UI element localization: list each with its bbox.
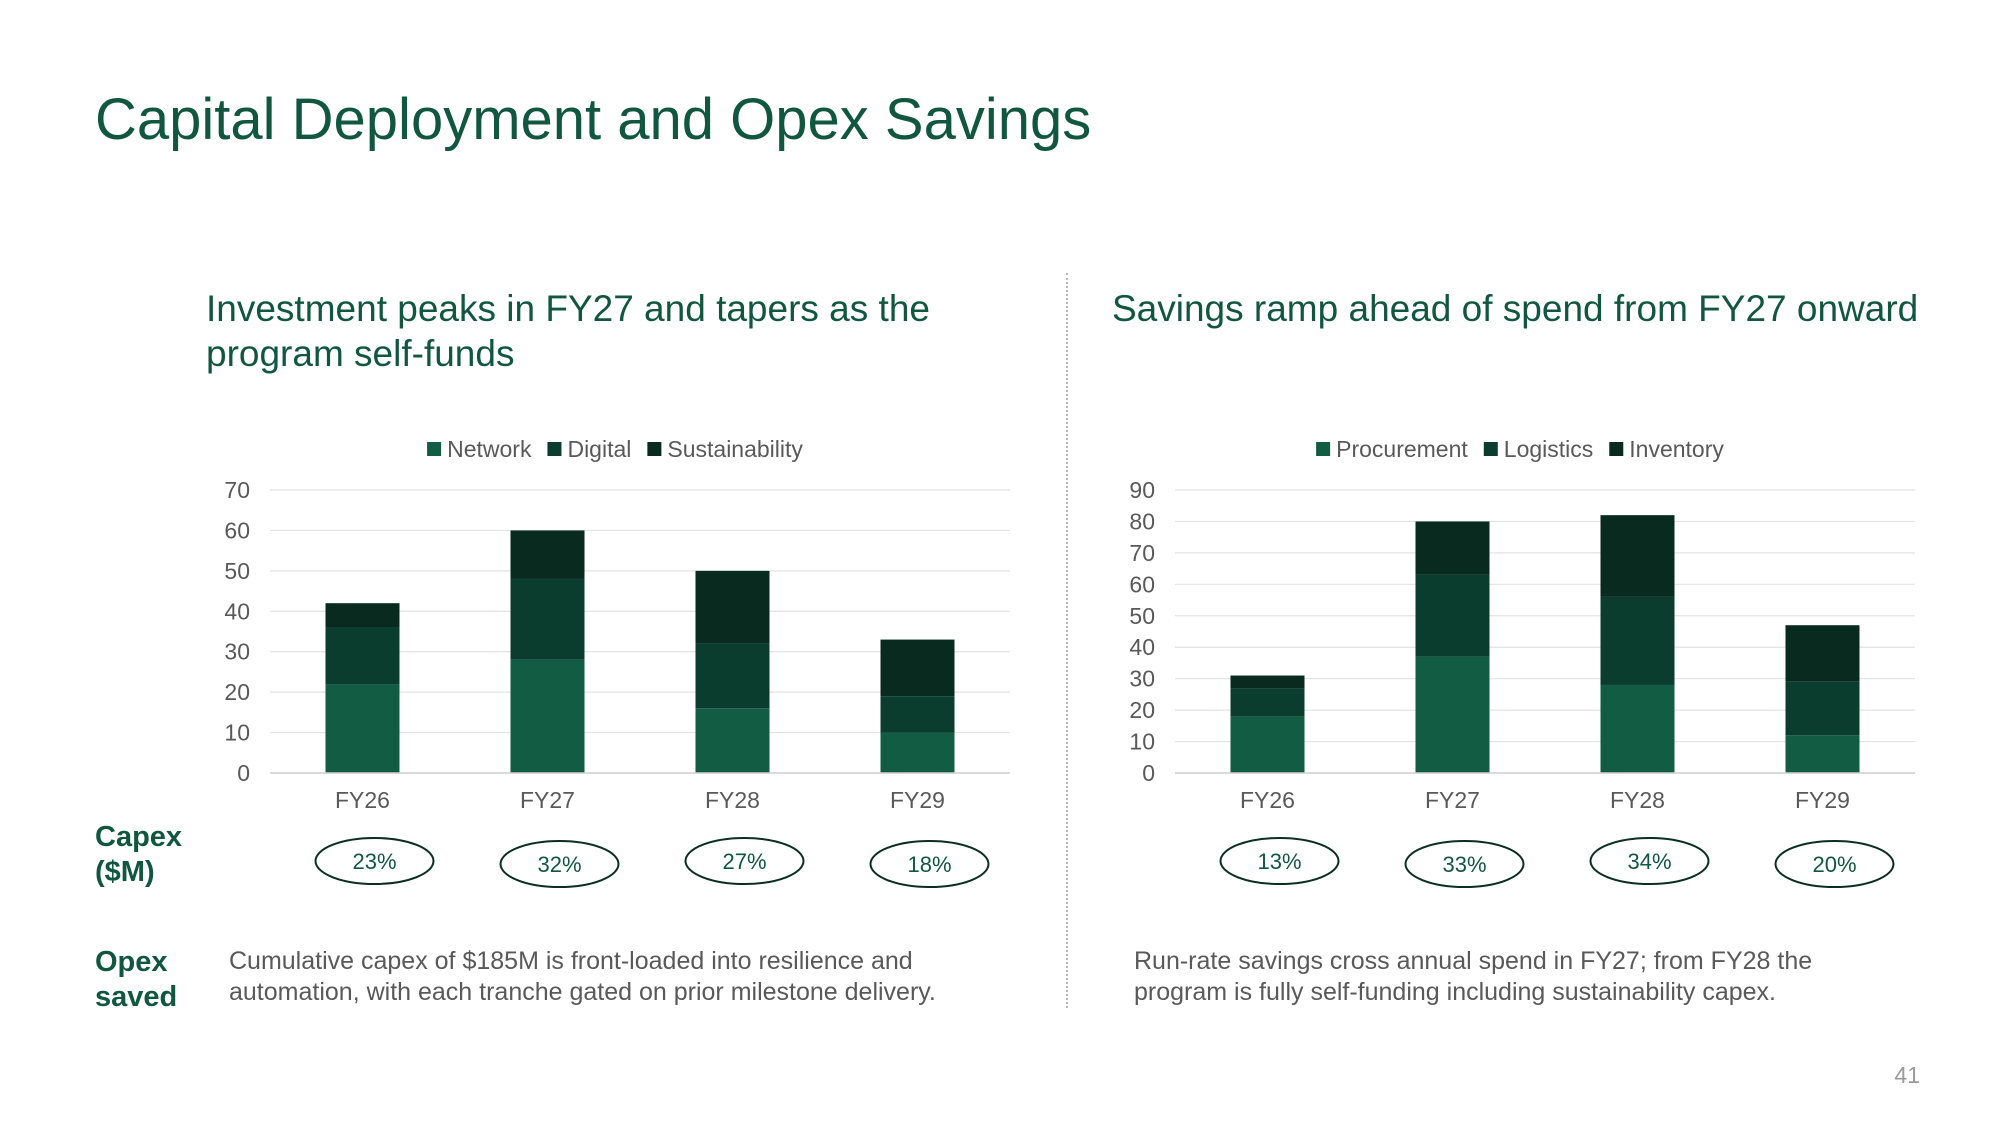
legend-swatch [427,442,442,456]
bar-segment-logistics [1415,574,1490,657]
bar-segment-procurement [1415,656,1490,773]
bar-segment-inventory [1230,675,1305,689]
y-tick-label: 70 [224,477,250,503]
legend-label: Inventory [1629,436,1724,462]
bar-segment-inventory [1785,625,1860,682]
x-tick-label: FY29 [1795,787,1850,813]
panel-divider [1066,273,1068,1008]
legend-item: Sustainability [647,436,803,462]
bar-segment-procurement [1230,716,1305,773]
percent-label: 34% [1627,849,1671,874]
legend-label: Procurement [1336,436,1468,462]
x-tick-label: FY28 [1610,787,1665,813]
legend-label: Network [447,436,532,462]
legend-label: Logistics [1504,436,1593,462]
slide-title: Capital Deployment and Opex Savings [95,87,1092,152]
y-tick-label: 30 [224,639,250,665]
bar-segment-sustainability [880,639,955,697]
y-tick-label: 60 [224,517,250,543]
y-tick-label: 50 [224,558,250,584]
y-tick-label: 0 [237,760,250,786]
percent-label: 13% [1257,849,1301,874]
legend-swatch [1609,442,1624,456]
bar-segment-digital [695,643,770,709]
y-tick-label: 80 [1129,508,1155,534]
bar-segment-network [510,659,585,773]
percent-label: 23% [352,849,396,874]
legend-swatch [647,442,662,456]
legend-item: Digital [547,436,631,462]
legend: Network Digital Sustainability [427,436,803,462]
bar-segment-inventory [1415,521,1490,575]
y-tick-label: 60 [1129,571,1155,597]
percent-label: 20% [1812,852,1856,877]
legend-swatch [547,442,562,456]
y-tick-label: 50 [1129,603,1155,629]
right-note: Run-rate savings cross annual spend in F… [1134,947,1813,1006]
bar-segment-digital [325,627,400,685]
percent-oval [499,840,620,888]
legend-item: Logistics [1483,436,1593,462]
x-tick-label: FY28 [705,787,760,813]
x-tick-label: FY29 [890,787,945,813]
bar-segment-procurement [1600,684,1675,773]
percent-oval [1219,837,1340,885]
bar-segment-sustainability [510,530,585,579]
bar-segment-procurement [1785,735,1860,773]
capex-chart: 0 10 20 30 40 50 60 70 FY26 23% FY27 32% FY28 27% FY29… [224,436,1010,888]
legend-item: Network [427,436,532,462]
bar-segment-logistics [1600,596,1675,685]
y-tick-label: 40 [1129,634,1155,660]
legend-label: Digital [567,436,631,462]
bar-segment-sustainability [325,603,400,628]
legend-item: Procurement [1316,436,1468,462]
percent-label: 32% [537,852,581,877]
capex-row-label: Capex ($M) [95,821,183,888]
x-tick-label: FY27 [520,787,575,813]
bar-segment-digital [510,578,585,660]
x-tick-label: FY27 [1425,787,1480,813]
legend-item: Inventory [1609,436,1724,462]
bar-segment-logistics [1785,681,1860,736]
bar-segment-network [695,708,770,773]
percent-oval [869,840,990,888]
right-chart-title: Savings ramp ahead of spend from FY27 on… [1112,288,1919,329]
y-tick-label: 90 [1129,477,1155,503]
percent-label: 33% [1442,852,1486,877]
savings-chart: 0 10 20 30 40 50 60 70 80 90 FY26 13% FY27 33% FY28 34%… [1129,436,1915,888]
y-tick-label: 10 [224,720,250,746]
legend-swatch [1483,442,1498,456]
y-tick-label: 0 [1142,760,1155,786]
left-chart-title: Investment peaks in FY27 and tapers as t… [206,288,930,374]
percent-oval [314,837,435,885]
bar-segment-logistics [1230,688,1305,717]
percent-oval [1404,840,1525,888]
y-tick-label: 70 [1129,540,1155,566]
y-tick-label: 20 [224,679,250,705]
y-tick-label: 30 [1129,666,1155,692]
legend-swatch [1316,442,1331,456]
page-number: 41 [1894,1062,1920,1088]
bar-segment-digital [880,696,955,733]
y-tick-label: 40 [224,598,250,624]
y-tick-label: 10 [1129,729,1155,755]
percent-oval [1589,837,1710,885]
bar-segment-network [880,732,955,773]
percent-oval [684,837,805,885]
percent-label: 18% [907,852,951,877]
bar-segment-inventory [1600,515,1675,597]
left-note: Cumulative capex of $185M is front-loade… [229,947,936,1006]
opex-row-label: Opex saved [95,946,178,1013]
percent-oval [1774,840,1895,888]
legend-label: Sustainability [667,436,803,462]
bar-segment-sustainability [695,570,770,644]
legend: Procurement Logistics Inventory [1316,436,1724,462]
bar-segment-network [325,684,400,773]
percent-label: 27% [722,849,766,874]
x-tick-label: FY26 [335,787,390,813]
x-tick-label: FY26 [1240,787,1295,813]
y-tick-label: 20 [1129,697,1155,723]
